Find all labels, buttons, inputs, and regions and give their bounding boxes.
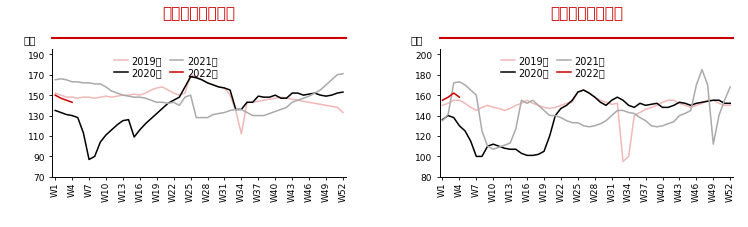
2020年 <box>73 117 82 119</box>
2019年 <box>461 102 470 105</box>
2020年 <box>585 92 594 95</box>
Text: 万吨: 万吨 <box>23 35 35 45</box>
2019年 <box>624 155 633 158</box>
2020年 <box>579 89 588 92</box>
Legend: 2019年, 2020年, 2021年, 2022年: 2019年, 2020年, 2021年, 2022年 <box>497 52 610 82</box>
2021年 <box>322 84 331 87</box>
2020年 <box>197 79 206 82</box>
2019年 <box>209 84 218 87</box>
Line: 2022年: 2022年 <box>55 96 72 103</box>
2019年 <box>338 112 347 114</box>
2021年 <box>579 125 588 128</box>
2020年 <box>51 110 60 112</box>
Line: 2021年: 2021年 <box>55 74 343 118</box>
2020年 <box>545 135 554 138</box>
Text: 环渤海港口调入量: 环渤海港口调入量 <box>162 6 236 21</box>
2020年 <box>624 104 633 107</box>
Line: 2020年: 2020年 <box>443 91 730 157</box>
2021年 <box>438 120 447 123</box>
2020年 <box>438 119 447 121</box>
2021年 <box>726 86 735 89</box>
Line: 2021年: 2021年 <box>443 70 730 150</box>
2019年 <box>153 87 162 90</box>
2021年 <box>153 101 162 104</box>
2019年 <box>539 106 548 109</box>
2021年 <box>73 81 82 84</box>
2021年 <box>596 123 605 126</box>
Legend: 2019年, 2020年, 2021年, 2022年: 2019年, 2020年, 2021年, 2022年 <box>110 52 222 82</box>
2019年 <box>248 101 257 104</box>
2020年 <box>158 108 167 110</box>
2022年 <box>51 94 60 97</box>
2019年 <box>438 104 447 107</box>
2019年 <box>596 99 605 102</box>
2020年 <box>338 91 347 94</box>
2019年 <box>186 74 195 77</box>
2021年 <box>630 113 639 115</box>
2020年 <box>248 101 257 104</box>
2021年 <box>698 69 707 72</box>
2021年 <box>242 112 251 114</box>
2019年 <box>726 104 735 107</box>
2022年 <box>438 99 447 102</box>
2020年 <box>636 102 645 105</box>
2019年 <box>619 160 628 163</box>
Line: 2019年: 2019年 <box>55 75 343 134</box>
Line: 2020年: 2020年 <box>55 77 343 160</box>
2021年 <box>191 117 200 119</box>
2021年 <box>51 79 60 82</box>
Line: 2019年: 2019年 <box>443 91 730 162</box>
Line: 2022年: 2022年 <box>443 94 459 101</box>
2020年 <box>85 158 94 161</box>
2019年 <box>237 133 246 136</box>
2021年 <box>488 148 497 151</box>
2021年 <box>338 73 347 76</box>
2019年 <box>574 91 583 94</box>
2019年 <box>51 92 60 95</box>
2020年 <box>186 76 195 79</box>
2019年 <box>579 89 588 92</box>
2019年 <box>231 110 240 112</box>
Text: 环渤海港口吞吐量: 环渤海港口吞吐量 <box>550 6 623 21</box>
Text: 万吨: 万吨 <box>411 35 423 45</box>
2021年 <box>231 109 240 111</box>
2019年 <box>636 112 645 114</box>
2019年 <box>191 76 200 79</box>
2021年 <box>545 115 554 117</box>
2021年 <box>186 94 195 97</box>
2020年 <box>237 109 246 111</box>
2020年 <box>726 102 735 105</box>
2021年 <box>461 84 470 87</box>
2020年 <box>601 104 610 107</box>
2020年 <box>472 155 481 158</box>
2019年 <box>73 97 82 100</box>
2020年 <box>215 86 224 89</box>
2020年 <box>461 130 470 133</box>
2021年 <box>619 110 628 112</box>
